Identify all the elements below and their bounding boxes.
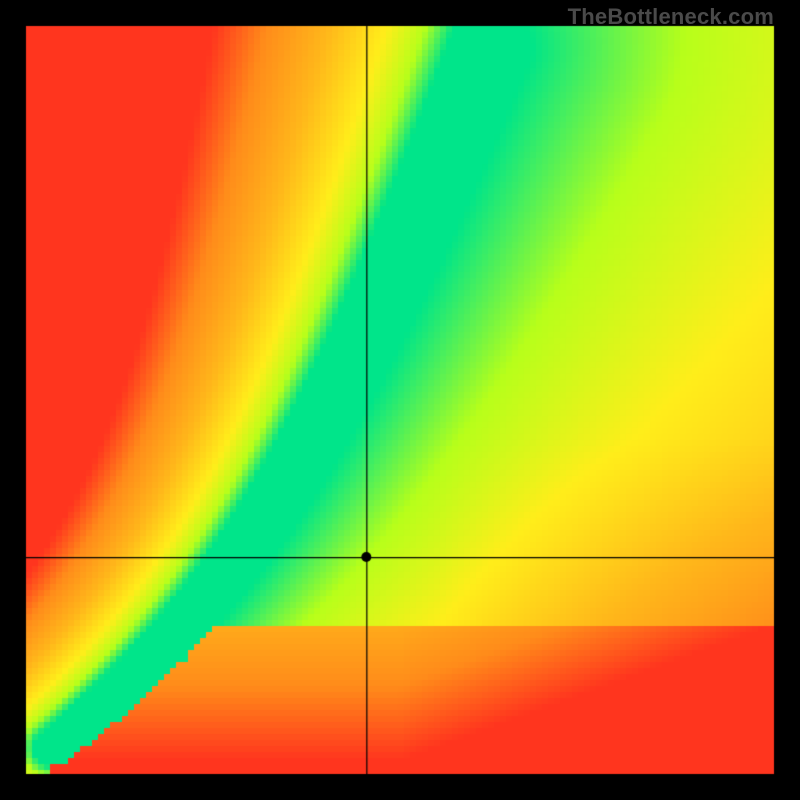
watermark-text: TheBottleneck.com: [568, 4, 774, 30]
bottleneck-heatmap-canvas: [0, 0, 800, 800]
chart-container: TheBottleneck.com: [0, 0, 800, 800]
